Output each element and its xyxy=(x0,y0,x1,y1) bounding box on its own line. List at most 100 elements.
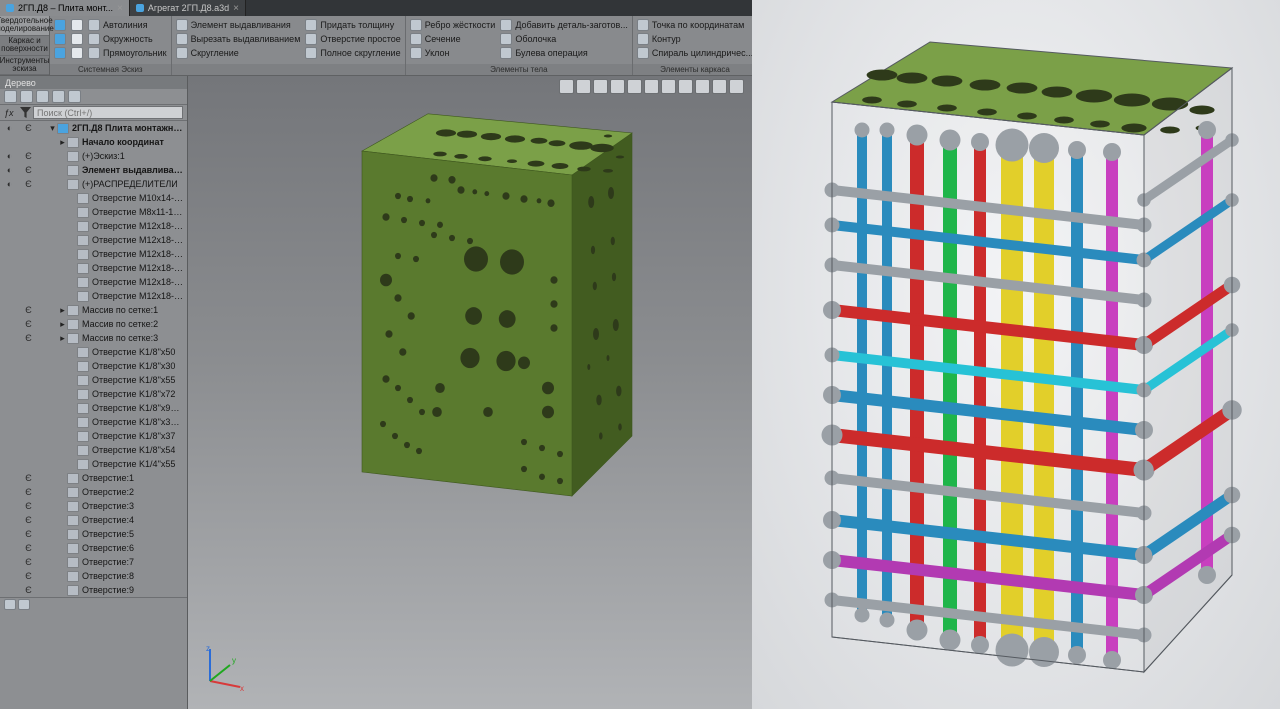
ribbon-button[interactable]: Скругление xyxy=(175,46,302,59)
ribbon-mode-tab[interactable]: Каркас и поверхности xyxy=(0,36,49,56)
include-icon[interactable]: Є xyxy=(23,501,34,511)
feature-tree[interactable]: ◐Є▾2ГП.Д8 Плита монтажная (Тел-1)▸Начало… xyxy=(0,121,187,709)
ribbon-button[interactable]: Окружность xyxy=(87,32,168,45)
ribbon-button[interactable]: Булева операция xyxy=(499,46,629,59)
tree-item[interactable]: ЄОтверстие:8 xyxy=(0,569,187,583)
ribbon-button[interactable] xyxy=(53,32,67,45)
visibility-icon[interactable]: ◐ xyxy=(4,123,15,133)
tree-item[interactable]: ЄОтверстие:1 xyxy=(0,471,187,485)
include-icon[interactable]: Є xyxy=(23,557,34,567)
tree-item[interactable]: Отверстие K1/4''x55 xyxy=(0,457,187,471)
tree-item[interactable]: Отверстие M12x18-21/1,6x45° (3) xyxy=(0,261,187,275)
tree-item[interactable]: ЄОтверстие:2 xyxy=(0,485,187,499)
include-icon[interactable]: Є xyxy=(23,123,34,133)
ribbon-button[interactable]: Оболочка xyxy=(499,32,629,45)
ribbon-button[interactable]: Уклон xyxy=(409,46,497,59)
tree-tool-icon[interactable] xyxy=(20,90,33,103)
tree-item[interactable]: Отверстие K1/8''x54 xyxy=(0,443,187,457)
ribbon-button[interactable] xyxy=(53,18,67,31)
ribbon-button[interactable]: Контур xyxy=(636,32,754,45)
include-icon[interactable]: Є xyxy=(23,179,34,189)
tree-item[interactable]: Отверстие M12x18-21/1,6x45° (1) xyxy=(0,233,187,247)
visibility-icon[interactable] xyxy=(4,487,15,497)
tree-item[interactable]: Отверстие M12x18-21/1,6x45° xyxy=(0,219,187,233)
visibility-icon[interactable] xyxy=(4,529,15,539)
include-icon[interactable]: Є xyxy=(23,305,34,315)
tree-tool-icon[interactable] xyxy=(36,90,49,103)
tree-item[interactable]: Є▸Массив по сетке:3 xyxy=(0,331,187,345)
tree-tool-icon[interactable] xyxy=(68,90,81,103)
tree-twisty-icon[interactable]: ▸ xyxy=(58,305,67,316)
ribbon-mode-tab[interactable]: Инструменты эскиза xyxy=(0,56,49,76)
tree-tool-icon[interactable] xyxy=(4,90,17,103)
tree-item[interactable]: Отверстие M10x14-17/1,6x45° xyxy=(0,191,187,205)
ribbon-button[interactable]: Полное скругление xyxy=(304,46,401,59)
tree-item[interactable]: ▸Начало координат xyxy=(0,135,187,149)
visibility-icon[interactable]: ◐ xyxy=(4,151,15,161)
tree-item[interactable]: ЄОтверстие:5 xyxy=(0,527,187,541)
tree-item[interactable]: ◐Є(+)РАСПРЕДЕЛИТЕЛИ xyxy=(0,177,187,191)
tree-bottom-icon[interactable] xyxy=(18,599,30,610)
ribbon-button[interactable]: Отверстие простое xyxy=(304,32,401,45)
viewport-3d[interactable]: xzy xyxy=(188,76,752,709)
ribbon-button[interactable]: Вырезать выдавливанием xyxy=(175,32,302,45)
filter-icon[interactable] xyxy=(20,107,31,118)
tree-item[interactable]: Отверстие M8x11-14/1,6x45° xyxy=(0,205,187,219)
visibility-icon[interactable] xyxy=(4,305,15,315)
tree-item[interactable]: ЄОтверстие:7 xyxy=(0,555,187,569)
tree-item[interactable]: Є▸Массив по сетке:2 xyxy=(0,317,187,331)
include-icon[interactable]: Є xyxy=(23,487,34,497)
visibility-icon[interactable] xyxy=(4,585,15,595)
include-icon[interactable]: Є xyxy=(23,333,34,343)
ribbon-button[interactable]: Автолиния xyxy=(87,18,168,31)
include-icon[interactable]: Є xyxy=(23,571,34,581)
ribbon-button[interactable]: Спираль цилиндричес... xyxy=(636,46,754,59)
tree-twisty-icon[interactable]: ▸ xyxy=(58,137,67,148)
ribbon-button[interactable]: Прямоугольник xyxy=(87,46,168,59)
window-tab[interactable]: Агрегат 2ГП.Д8.a3d× xyxy=(130,0,246,16)
tree-item[interactable]: ◐Є▾2ГП.Д8 Плита монтажная (Тел-1) xyxy=(0,121,187,135)
tree-item[interactable]: ЄОтверстие:9 xyxy=(0,583,187,597)
tree-item[interactable]: Отверстие K1/8''x37 xyxy=(0,429,187,443)
tree-tool-icon[interactable] xyxy=(52,90,65,103)
visibility-icon[interactable]: ◐ xyxy=(4,179,15,189)
tree-twisty-icon[interactable]: ▸ xyxy=(58,319,67,330)
tree-item[interactable]: Отверстие M12x18-21/1,6x45° (5) xyxy=(0,289,187,303)
ribbon-button[interactable] xyxy=(70,46,84,59)
tree-bottom-icon[interactable] xyxy=(4,599,16,610)
include-icon[interactable]: Є xyxy=(23,585,34,595)
visibility-icon[interactable] xyxy=(4,333,15,343)
tree-item[interactable]: Отверстие K1/8''x95 (1) xyxy=(0,401,187,415)
tree-item[interactable]: ЄОтверстие:3 xyxy=(0,499,187,513)
tree-item[interactable]: ◐Є(+)Эскиз:1 xyxy=(0,149,187,163)
visibility-icon[interactable] xyxy=(4,319,15,329)
visibility-icon[interactable] xyxy=(4,571,15,581)
tree-item[interactable]: Отверстие M12x18-21/1,6x45° (4) xyxy=(0,275,187,289)
tree-item[interactable]: ◐ЄЭлемент выдавливания:1 xyxy=(0,163,187,177)
tree-twisty-icon[interactable]: ▸ xyxy=(58,333,67,344)
tree-item[interactable]: Отверстие M12x18-21/1,6x45° (2) xyxy=(0,247,187,261)
ribbon-button[interactable] xyxy=(70,18,84,31)
tree-item[interactable]: Отверстие K1/8''x30 xyxy=(0,359,187,373)
include-icon[interactable]: Є xyxy=(23,543,34,553)
tree-item[interactable]: Є▸Массив по сетке:1 xyxy=(0,303,187,317)
visibility-icon[interactable] xyxy=(4,543,15,553)
tree-search-input[interactable] xyxy=(33,106,183,119)
include-icon[interactable]: Є xyxy=(23,165,34,175)
ribbon-button[interactable] xyxy=(53,46,67,59)
include-icon[interactable]: Є xyxy=(23,473,34,483)
ribbon-button[interactable]: Сечение xyxy=(409,32,497,45)
visibility-icon[interactable] xyxy=(4,515,15,525)
tree-item[interactable]: Отверстие K1/8''x72 xyxy=(0,387,187,401)
ribbon-mode-tab[interactable]: Твердотельное моделирование xyxy=(0,16,49,36)
visibility-icon[interactable]: ◐ xyxy=(4,165,15,175)
ribbon-button[interactable]: Элемент выдавливания xyxy=(175,18,302,31)
close-icon[interactable]: × xyxy=(117,3,123,14)
tree-item[interactable]: Отверстие K1/8''x30 (1) xyxy=(0,415,187,429)
visibility-icon[interactable] xyxy=(4,501,15,511)
window-tab[interactable]: 2ГП.Д8 – Плита монт...× xyxy=(0,0,130,16)
ribbon-button[interactable]: Точка по координатам xyxy=(636,18,754,31)
ribbon-button[interactable]: Придать толщину xyxy=(304,18,401,31)
include-icon[interactable]: Є xyxy=(23,529,34,539)
tree-item[interactable]: ЄОтверстие:6 xyxy=(0,541,187,555)
